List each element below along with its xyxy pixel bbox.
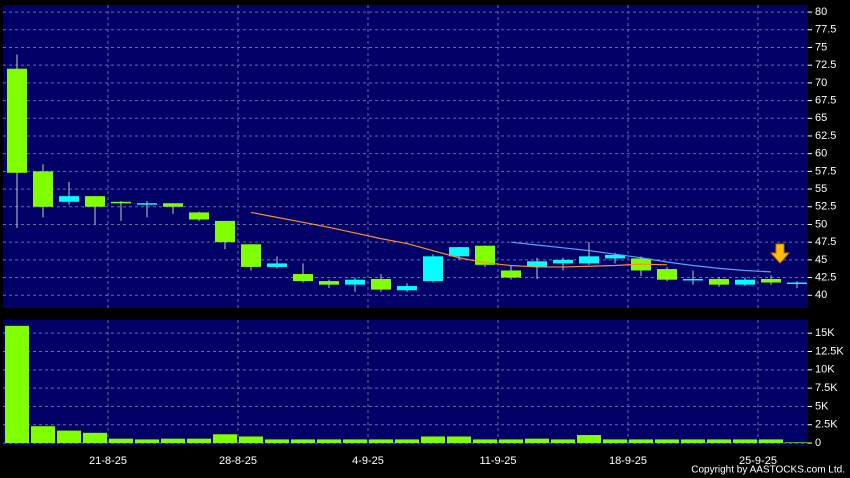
y-tick-label: 45	[815, 254, 827, 266]
volume-bar	[499, 439, 523, 444]
candle-body	[293, 274, 313, 282]
y-tick-label: 60	[815, 148, 827, 160]
candle-body	[215, 220, 235, 243]
volume-bar	[369, 439, 393, 444]
price-panel	[3, 5, 808, 308]
x-tick-label: 18-9-25	[609, 455, 647, 467]
volume-bar	[681, 439, 705, 444]
moving-average-line	[510, 241, 772, 273]
candle-body	[111, 201, 131, 204]
volume-bar	[447, 436, 471, 444]
volume-bar	[603, 439, 627, 444]
volume-bar	[239, 436, 263, 444]
y-tick-label: 50	[815, 218, 827, 230]
y-tick-label: 65	[815, 112, 827, 124]
candle-body	[241, 244, 261, 267]
volume-bar	[265, 439, 289, 444]
volume-bar	[473, 439, 497, 444]
candle-body	[163, 203, 183, 207]
volume-bar	[421, 436, 445, 444]
y-tick-label: 42.5	[815, 271, 836, 283]
y-tick-label: 80	[815, 6, 827, 18]
candle-body	[59, 196, 79, 202]
volume-bar	[759, 439, 783, 444]
y-tick-label: 0	[815, 437, 821, 449]
moving-average-line	[250, 211, 668, 268]
candle-body	[527, 261, 547, 267]
candle-body	[345, 279, 365, 285]
x-tick-label: 4-9-25	[352, 455, 384, 467]
candle-body	[501, 270, 521, 278]
x-tick-label: 21-8-25	[89, 455, 127, 467]
candle-body	[85, 196, 105, 207]
y-tick-label: 70	[815, 77, 827, 89]
candle-body	[709, 278, 729, 285]
candle-body	[579, 256, 599, 264]
candle-body	[449, 247, 469, 257]
candle-body	[189, 212, 209, 220]
volume-bar	[655, 439, 679, 444]
candle-body	[683, 278, 703, 281]
y-tick-label: 75	[815, 41, 827, 53]
volume-bar	[629, 439, 653, 444]
y-tick-label: 47.5	[815, 236, 836, 248]
copyright: Copyright by AASTOCKS.com Ltd.	[691, 465, 845, 476]
y-tick-label: 7.5K	[815, 382, 838, 394]
candle-body	[7, 68, 27, 173]
y-tick-label: 52.5	[815, 201, 836, 213]
candle-body	[787, 282, 807, 285]
volume-bar	[109, 438, 133, 444]
y-tick-label: 55	[815, 183, 827, 195]
y-tick-label: 10K	[815, 364, 835, 376]
candle-body	[423, 256, 443, 282]
candle-body	[605, 254, 625, 259]
y-tick-label: 67.5	[815, 94, 836, 106]
y-tick-label: 5K	[815, 400, 829, 412]
candle-body	[397, 286, 417, 291]
volume-bar	[525, 438, 549, 444]
candle-body	[657, 269, 677, 280]
volume-bar	[577, 435, 601, 444]
candle-body	[33, 171, 53, 207]
volume-bar	[343, 439, 367, 444]
y-tick-label: 77.5	[815, 24, 836, 36]
volume-bar	[785, 442, 809, 444]
volume-bar	[707, 439, 731, 444]
candle-body	[137, 203, 157, 205]
volume-panel	[3, 320, 808, 446]
y-tick-label: 12.5K	[815, 345, 844, 357]
volume-bar	[135, 439, 159, 444]
y-tick-label: 40	[815, 289, 827, 301]
volume-bar	[551, 439, 575, 444]
y-tick-label: 15K	[815, 327, 835, 339]
volume-bar	[187, 438, 211, 444]
volume-bar	[83, 432, 107, 444]
volume-bar	[31, 426, 55, 444]
arrow-icon	[769, 243, 791, 264]
volume-bar	[291, 439, 315, 444]
volume-bar	[317, 439, 341, 444]
volume-bar	[161, 438, 185, 444]
candle-body	[735, 279, 755, 285]
volume-bar	[733, 439, 757, 444]
candle-body	[553, 259, 573, 264]
volume-bar	[5, 325, 29, 444]
candle-body	[475, 245, 495, 265]
volume-bar	[213, 434, 237, 444]
x-tick-label: 11-9-25	[479, 455, 516, 467]
y-tick-label: 57.5	[815, 165, 836, 177]
candle-body	[319, 281, 339, 285]
candle-body	[267, 263, 287, 267]
x-tick-label: 25-9-25	[739, 455, 777, 467]
y-tick-label: 62.5	[815, 130, 836, 142]
volume-bar	[57, 430, 81, 444]
volume-bar	[395, 439, 419, 444]
y-tick-label: 72.5	[815, 59, 836, 71]
y-tick-label: 2.5K	[815, 419, 838, 431]
candle-body	[761, 278, 781, 283]
x-tick-label: 28-8-25	[219, 455, 257, 467]
candle-body	[371, 278, 391, 290]
